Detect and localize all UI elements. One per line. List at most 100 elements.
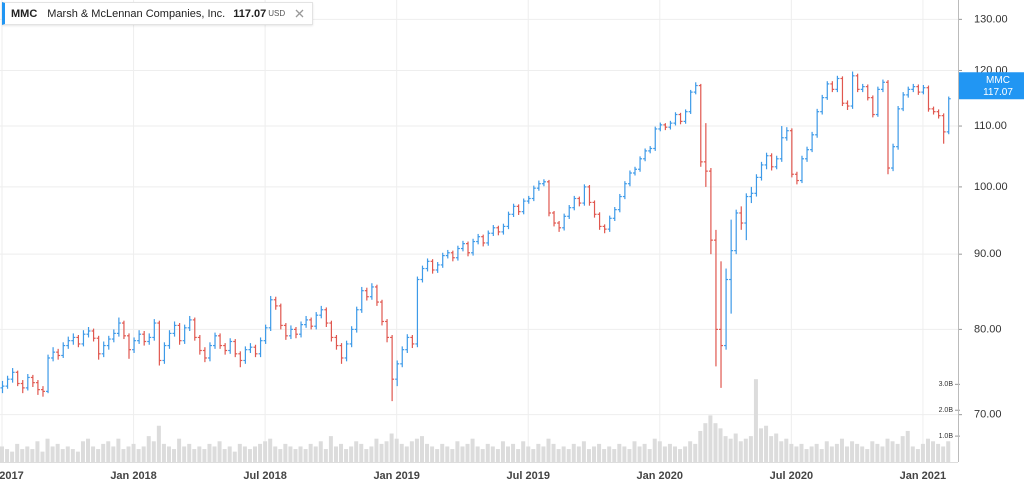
volume-bar [86, 438, 91, 462]
volume-bar [789, 443, 794, 462]
volume-bar [581, 441, 586, 462]
volume-bar [920, 443, 925, 462]
volume-bar [293, 449, 298, 462]
volume-bar [642, 443, 647, 462]
volume-bar [425, 443, 430, 462]
volume-bar [718, 428, 723, 462]
volume-bar [268, 438, 273, 462]
volume-bar [435, 449, 440, 462]
volume-bar [855, 443, 860, 462]
volume-bar [455, 441, 460, 462]
volume-bar [748, 436, 753, 462]
close-icon[interactable] [295, 9, 304, 18]
x-tick-label: Jan 2018 [110, 470, 156, 482]
volume-bar [419, 436, 424, 462]
volume-bar [70, 449, 75, 462]
volume-bar [506, 446, 510, 462]
volume-bar [187, 443, 192, 462]
y-tick-label: 130.00 [974, 13, 1008, 25]
x-tick-label: Jul 2017 [0, 470, 24, 482]
volume-bar [622, 446, 627, 462]
volume-bar [738, 441, 743, 462]
volume-bar [526, 446, 531, 462]
volume-bar [551, 443, 556, 462]
volume-bar [733, 433, 738, 462]
volume-bar [941, 446, 946, 462]
y-tick-label: 80.00 [974, 323, 1002, 335]
volume-bar [182, 446, 187, 462]
volume-bar [597, 443, 602, 462]
volume-bar [652, 438, 657, 462]
x-tick-label: Jul 2018 [243, 470, 286, 482]
volume-bar [824, 441, 829, 462]
volume-bar [237, 443, 242, 462]
volume-bar [283, 443, 288, 462]
x-tick-label: Jul 2020 [770, 470, 813, 482]
volume-bar [839, 438, 844, 462]
volume-bar [511, 443, 516, 462]
volume-bar [389, 433, 394, 462]
volume-bar [45, 438, 50, 462]
volume-bar [657, 441, 662, 462]
volume-bar [323, 449, 328, 462]
volume-bar [470, 438, 475, 462]
volume-bar [212, 446, 217, 462]
symbol-header[interactable]: MMC Marsh & McLennan Companies, Inc. 117… [2, 2, 314, 25]
volume-bar [298, 446, 303, 462]
volume-bar [632, 441, 637, 462]
volume-tick-label: 1.0B [939, 433, 954, 440]
volume-bar [253, 446, 257, 462]
volume-bar [485, 443, 490, 462]
volume-bar [460, 446, 465, 462]
volume-bar [602, 449, 607, 462]
y-tick-label: 70.00 [974, 409, 1002, 421]
last-price-marker [959, 72, 1024, 100]
volume-bar [743, 438, 748, 462]
volume-bar [571, 443, 576, 462]
volume-bar [247, 449, 252, 462]
volume-bar [495, 449, 500, 462]
volume-bar [55, 443, 60, 462]
volume-bar [156, 425, 161, 462]
volume-bar [399, 443, 404, 462]
volume-bar [850, 441, 855, 462]
volume-bar [445, 446, 450, 462]
volume-bar [900, 436, 905, 462]
volume-bar [516, 449, 521, 462]
volume-bar [344, 449, 349, 462]
volume-bar [369, 446, 374, 462]
y-tick-label: 90.00 [974, 248, 1002, 260]
volume-bar [723, 436, 728, 462]
volume-bar [440, 443, 445, 462]
volume-bar [728, 438, 733, 462]
volume-bar [121, 449, 126, 462]
volume-bar [166, 446, 171, 462]
volume-bar [607, 446, 612, 462]
volume-bar [91, 446, 96, 462]
volume-bar [925, 438, 930, 462]
volume-bar [500, 441, 505, 462]
volume-bar [313, 446, 318, 462]
volume-bar [308, 443, 313, 462]
volume-bar [217, 441, 222, 462]
volume-bar [116, 438, 121, 462]
volume-bar [688, 441, 693, 462]
volume-bar [404, 446, 409, 462]
volume-bar [15, 443, 20, 462]
volume-bar [860, 446, 865, 462]
volume-bar [25, 446, 30, 462]
volume-bar [713, 423, 718, 462]
volume-bar [126, 446, 131, 462]
volume-bar [177, 438, 182, 462]
volume-bar [364, 449, 369, 462]
volume-bar [197, 446, 202, 462]
x-tick-label: Jan 2021 [900, 470, 946, 482]
volume-bar [333, 446, 338, 462]
x-tick-label: Jan 2019 [373, 470, 419, 482]
volume-bar [794, 446, 799, 462]
volume-bar [96, 449, 101, 462]
volume-bar [662, 446, 667, 462]
volume-bar [288, 446, 293, 462]
volume-bar [80, 441, 85, 462]
x-tick-label: Jul 2019 [507, 470, 550, 482]
